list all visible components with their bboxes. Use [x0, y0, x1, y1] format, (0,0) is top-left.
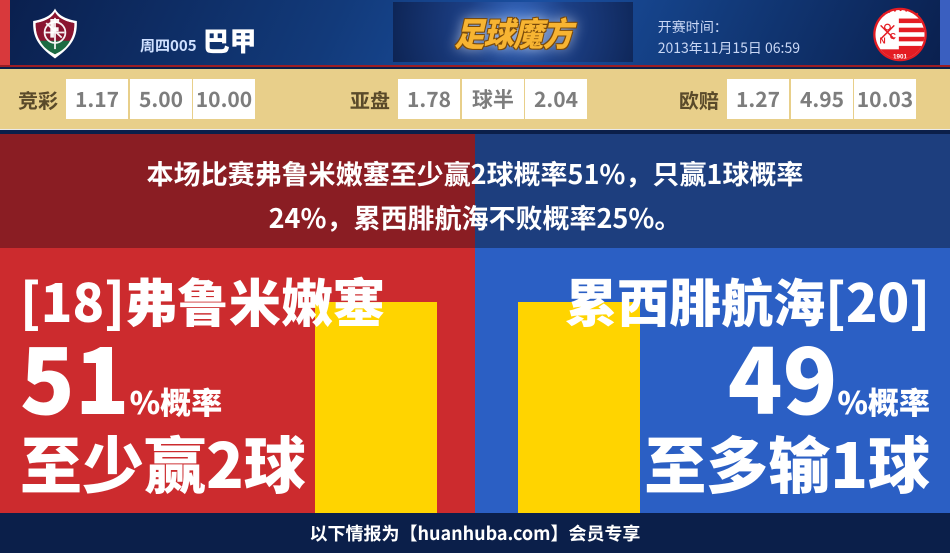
- svg-text:C: C: [890, 31, 896, 41]
- svg-text:N: N: [879, 36, 885, 46]
